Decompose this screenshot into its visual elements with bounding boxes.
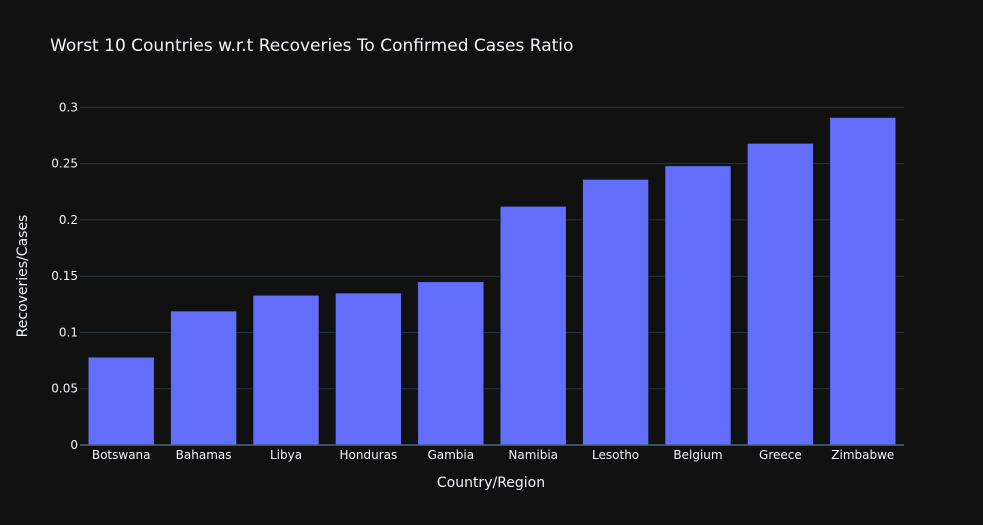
x-tick-label: Libya xyxy=(270,448,302,462)
x-tick-label: Bahamas xyxy=(176,448,232,462)
bar-gambia[interactable] xyxy=(417,281,485,446)
bar-botswana[interactable] xyxy=(87,356,155,446)
y-tick-label: 0.2 xyxy=(59,213,78,227)
x-tick-label: Greece xyxy=(759,448,802,462)
bar-lesotho[interactable] xyxy=(582,179,649,446)
bar-belgium[interactable] xyxy=(664,165,732,446)
bar-namibia[interactable] xyxy=(499,206,567,446)
y-tick-label: 0.25 xyxy=(51,157,78,171)
x-tick-label: Botswana xyxy=(92,448,151,462)
x-tick-label: Honduras xyxy=(340,448,398,462)
y-axis-title: Recoveries/Cases xyxy=(15,215,31,338)
y-tick-label: 0.1 xyxy=(59,325,78,339)
x-tick-label: Lesotho xyxy=(592,448,639,462)
y-tick-label: 0.05 xyxy=(51,382,78,396)
x-tick-label: Namibia xyxy=(508,448,558,462)
y-tick-label: 0.15 xyxy=(51,269,78,283)
x-axis-title: Country/Region xyxy=(437,475,545,491)
y-tick-label: 0 xyxy=(70,438,78,452)
bar-zimbabwe[interactable] xyxy=(829,117,897,446)
y-tick-label: 0.3 xyxy=(59,100,78,114)
x-tick-label: Belgium xyxy=(673,448,722,462)
x-tick-label: Gambia xyxy=(427,448,474,462)
bar-libya[interactable] xyxy=(252,295,320,446)
bar-honduras[interactable] xyxy=(335,292,402,446)
chart-title: Worst 10 Countries w.r.t Recoveries To C… xyxy=(50,36,573,56)
bar-bahamas[interactable] xyxy=(170,310,237,446)
bars xyxy=(80,117,904,446)
x-tick-labels: Botswana Bahamas Libya Honduras Gambia Namibi… xyxy=(92,448,894,462)
y-tick-labels: 0 0.05 0.1 0.15 0.2 0.25 0.3 xyxy=(51,100,78,452)
bar-greece[interactable] xyxy=(747,143,814,446)
x-tick-label: Zimbabwe xyxy=(831,448,894,462)
